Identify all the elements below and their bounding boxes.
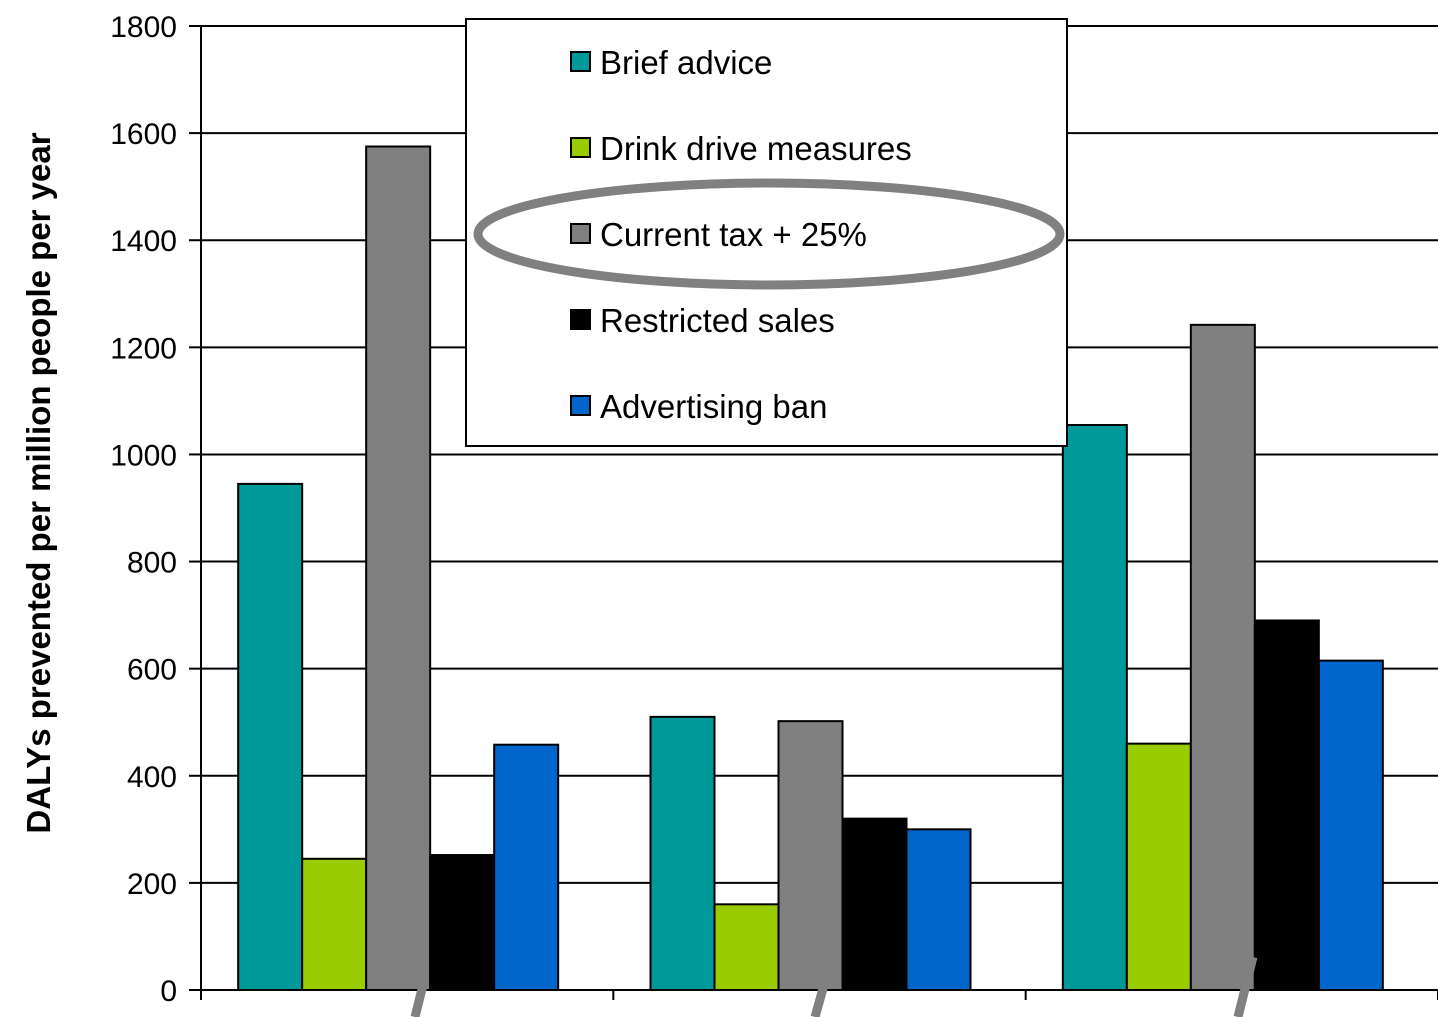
highlight-ellipse [473, 178, 1065, 290]
y-tick-labels: 0 200 400 600 800 1000 1200 1400 1600 1800 [110, 11, 201, 1008]
y-tick-label: 1200 [110, 332, 177, 365]
y-tick-label: 0 [160, 975, 177, 1008]
bar-advertising-ban [905, 828, 972, 991]
bars [237, 145, 1384, 992]
decorative-slash [1233, 955, 1258, 1017]
legend-label: Drink drive measures [600, 130, 912, 167]
bar-brief-advice [237, 482, 304, 991]
legend-label: Advertising ban [600, 388, 827, 425]
bar-restricted-sales [429, 854, 496, 991]
legend-swatch [570, 309, 591, 330]
y-tick-label: 1800 [110, 11, 177, 44]
y-tick-label: 1400 [110, 225, 177, 258]
bar-drink-drive-measures [301, 857, 368, 991]
decorative-slashes [410, 955, 1258, 1017]
y-tick-label: 400 [127, 761, 177, 794]
legend-label: Brief advice [600, 44, 772, 81]
legend: Brief advice Drink drive measures Current … [465, 18, 1068, 447]
y-tick-label: 800 [127, 547, 177, 580]
bar-current-tax-25 [365, 145, 432, 991]
bar-current-tax-25 [1189, 323, 1256, 991]
legend-label: Current tax + 25% [600, 216, 867, 253]
bar-brief-advice [649, 715, 716, 991]
bar-advertising-ban [493, 743, 560, 992]
y-tick-label: 600 [127, 654, 177, 687]
bar-current-tax-25 [777, 720, 844, 991]
bar-drink-drive-measures [1125, 742, 1192, 992]
legend-swatch [570, 51, 591, 72]
legend-swatch [570, 137, 591, 158]
y-tick-label: 1000 [110, 439, 177, 472]
bar-restricted-sales [1253, 619, 1320, 991]
y-axis-title: DALYs prevented per million people per y… [20, 132, 57, 833]
bar-drink-drive-measures [713, 903, 780, 991]
decorative-slash [410, 983, 428, 1017]
decorative-slash [810, 983, 829, 1017]
legend-swatch [570, 395, 591, 416]
bar-advertising-ban [1317, 659, 1384, 992]
legend-swatch [570, 223, 591, 244]
legend-label: Restricted sales [600, 302, 835, 339]
legend-box [465, 18, 1068, 447]
y-tick-label: 200 [127, 868, 177, 901]
bar-brief-advice [1061, 423, 1128, 991]
bar-restricted-sales [841, 817, 908, 991]
y-tick-label: 1600 [110, 118, 177, 151]
